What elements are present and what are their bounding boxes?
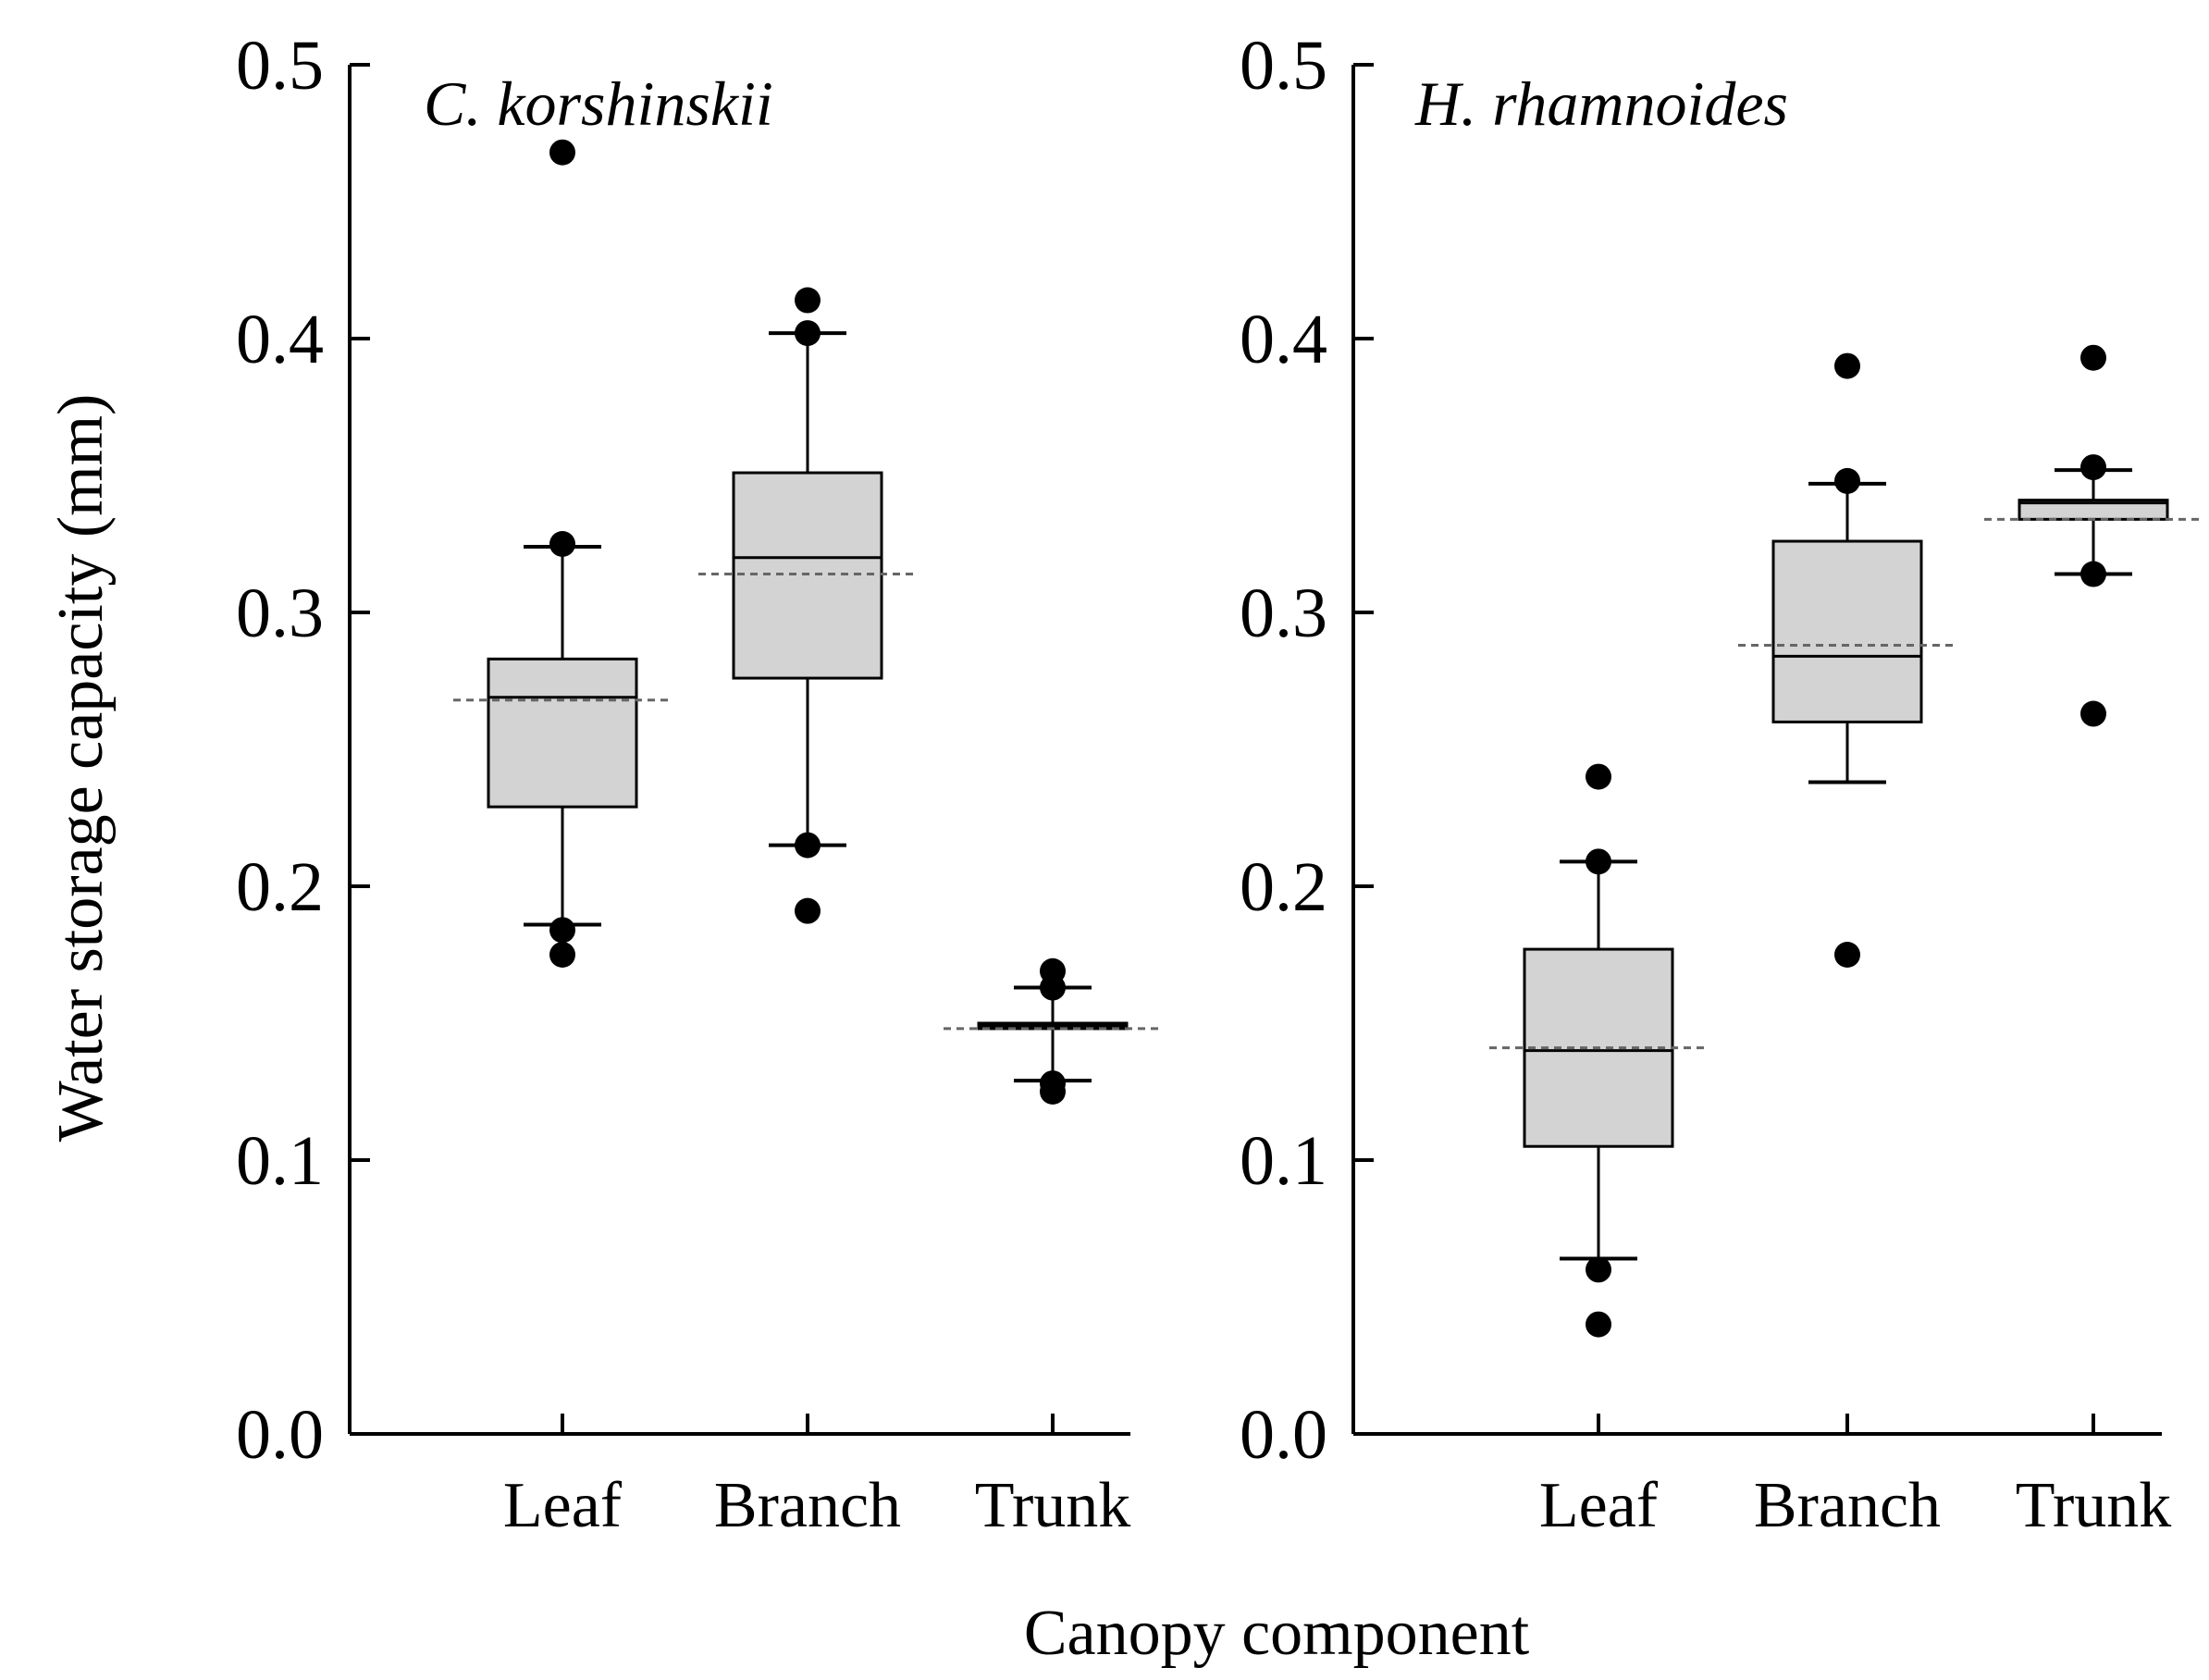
outlier-point	[1834, 942, 1860, 968]
y-axis-title: Water storage capacity (mm)	[45, 394, 117, 1143]
x-axis-title: Canopy component	[1024, 1598, 1530, 1669]
box-branch	[1738, 352, 1956, 968]
x-tick-label: Branch	[714, 1470, 901, 1541]
y-tick-label: 0.2	[236, 848, 324, 926]
panel-title: C. korshinskii	[424, 68, 773, 139]
x-tick-label: Leaf	[1539, 1470, 1659, 1541]
outlier-point	[549, 531, 575, 557]
outlier-point	[795, 287, 821, 314]
x-tick-label: Branch	[1754, 1470, 1941, 1541]
y-tick-label: 0.2	[1240, 848, 1327, 926]
panel-title: H. rhamnoides	[1414, 68, 1788, 139]
y-tick-label: 0.4	[236, 301, 324, 378]
outlier-point	[549, 942, 575, 968]
y-tick-label: 0.3	[236, 574, 324, 652]
box-leaf	[1489, 763, 1708, 1338]
axes: 0.0 0.1 0.2 0.3 0.4 0.5 Leaf Branch Trunk	[1240, 27, 2171, 1541]
box-trunk	[944, 957, 1162, 1105]
y-tick-label: 0.5	[1240, 27, 1327, 105]
iqr-box	[487, 657, 638, 809]
y-tick-label: 0.5	[236, 27, 324, 105]
plot-marks	[453, 139, 1162, 1105]
outlier-point	[795, 897, 821, 924]
outlier-point	[549, 139, 575, 166]
outlier-point	[1040, 1079, 1066, 1105]
outlier-point	[2080, 561, 2106, 587]
box-trunk	[1984, 344, 2203, 727]
y-tick-label: 0.0	[1240, 1396, 1327, 1474]
outlier-point	[1040, 974, 1066, 1001]
iqr-box	[1771, 539, 1923, 723]
panel-h-rhamnoides: H. rhamnoides 0.0 0.1 0.2 0.3 0.4 0.5 Leaf Bran…	[1240, 27, 2203, 1541]
x-tick-label: Leaf	[503, 1470, 623, 1541]
y-tick-label: 0.3	[1240, 574, 1327, 652]
y-tick-label: 0.1	[236, 1122, 324, 1200]
outlier-point	[1586, 763, 1611, 790]
outlier-point	[1586, 1311, 1611, 1338]
outlier-point	[1586, 1256, 1611, 1283]
box-leaf	[453, 139, 672, 968]
outlier-point	[2080, 344, 2106, 371]
outlier-point	[1834, 352, 1860, 379]
x-tick-label: Trunk	[975, 1470, 1131, 1541]
x-tick-label: Trunk	[2016, 1470, 2172, 1541]
y-tick-label: 0.0	[236, 1396, 324, 1474]
box-branch	[698, 287, 917, 924]
outlier-point	[2080, 700, 2106, 727]
outlier-point	[1834, 467, 1860, 494]
outlier-point	[795, 832, 821, 859]
y-tick-label: 0.4	[1240, 301, 1327, 378]
outlier-point	[795, 320, 821, 347]
outlier-point	[1586, 848, 1611, 875]
y-tick-label: 0.1	[1240, 1122, 1327, 1200]
panel-c-korshinskii: C. korshinskii 0.0 0.1 0.2 0.3 0.4 0.5 Leaf Bra…	[236, 27, 1162, 1541]
axes: 0.0 0.1 0.2 0.3 0.4 0.5 Leaf Branch Trunk	[236, 27, 1130, 1541]
plot-marks	[1489, 344, 2203, 1338]
outlier-point	[2080, 454, 2106, 481]
outlier-point	[549, 917, 575, 944]
